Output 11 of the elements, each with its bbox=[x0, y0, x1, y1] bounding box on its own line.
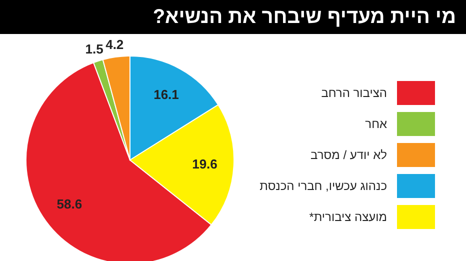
legend-label: לא יודע / מסרב bbox=[310, 148, 387, 162]
legend-label: מועצה ציבורית* bbox=[309, 210, 387, 224]
data-label: 1.5 bbox=[85, 42, 104, 57]
legend-label: הציבור הרחב bbox=[321, 86, 387, 100]
data-label: 58.6 bbox=[56, 196, 82, 212]
data-label: 4.2 bbox=[106, 37, 124, 52]
legend-label: אחר bbox=[365, 117, 387, 131]
legend-label: כנהוג עכשיו, חברי הכנסת bbox=[260, 179, 387, 193]
chart-title: מי היית מעדיף שיבחר את הנשיא? bbox=[0, 0, 466, 34]
data-label: 16.1 bbox=[154, 86, 179, 102]
data-label: 19.6 bbox=[192, 156, 218, 172]
